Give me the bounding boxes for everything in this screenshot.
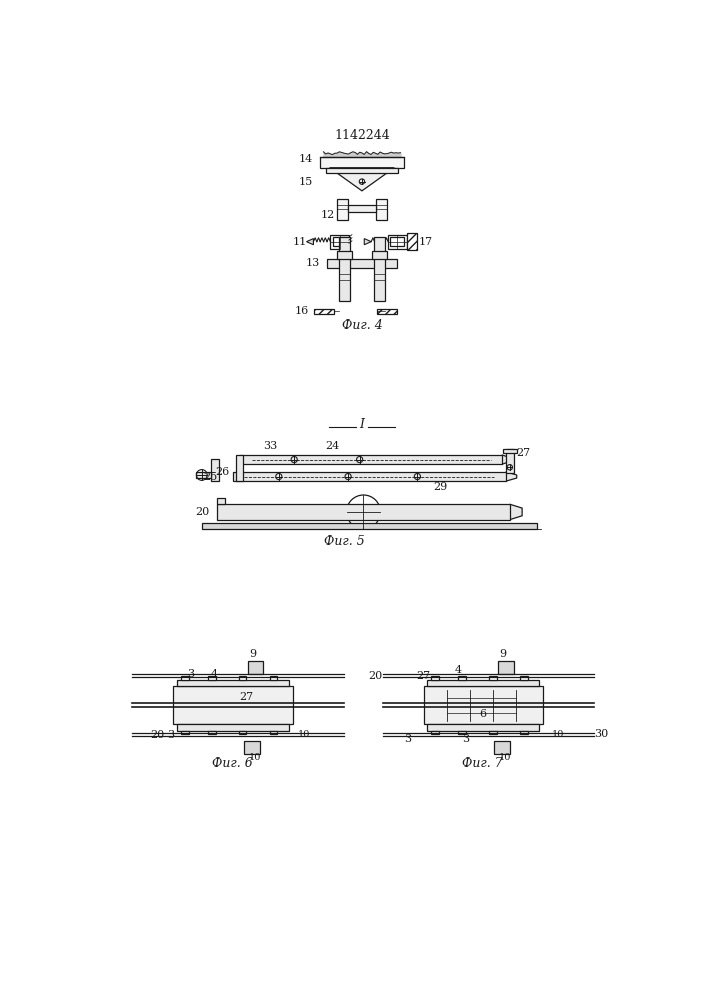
Text: I: I — [359, 418, 364, 431]
Bar — [458, 731, 466, 734]
Text: 4: 4 — [455, 665, 462, 675]
Bar — [239, 676, 247, 680]
Text: Фиг. 7: Фиг. 7 — [462, 757, 503, 770]
Bar — [520, 731, 527, 734]
Text: 27: 27 — [416, 671, 430, 681]
Bar — [337, 199, 348, 220]
Text: 16: 16 — [294, 306, 308, 316]
Bar — [489, 676, 497, 680]
Text: 1142244: 1142244 — [334, 129, 390, 142]
Bar — [233, 472, 506, 481]
Text: 14: 14 — [299, 154, 313, 164]
Polygon shape — [506, 472, 517, 481]
Text: 10: 10 — [298, 730, 310, 739]
Bar — [217, 498, 225, 504]
Text: 27: 27 — [239, 692, 253, 702]
Bar — [390, 237, 404, 246]
Bar — [378, 309, 397, 314]
Text: 20: 20 — [368, 671, 382, 681]
Bar — [458, 676, 466, 680]
Text: Фиг. 5: Фиг. 5 — [324, 535, 365, 548]
Text: 26: 26 — [215, 467, 229, 477]
Text: 3: 3 — [167, 730, 174, 740]
Bar — [520, 676, 527, 680]
Bar — [236, 455, 243, 481]
Polygon shape — [329, 168, 395, 191]
Bar — [503, 449, 517, 453]
Bar — [494, 741, 510, 754]
Bar — [326, 168, 398, 173]
Bar — [208, 731, 216, 734]
Text: 10: 10 — [499, 753, 511, 762]
Bar — [428, 724, 539, 731]
Bar — [372, 251, 387, 259]
Text: 9: 9 — [249, 649, 256, 659]
Text: Фиг. 6: Фиг. 6 — [212, 757, 253, 770]
Bar — [269, 676, 277, 680]
Bar — [339, 237, 350, 301]
Text: 17: 17 — [419, 237, 433, 247]
Bar — [506, 449, 514, 473]
Bar — [333, 237, 346, 246]
Bar — [177, 680, 288, 686]
Bar — [201, 523, 537, 529]
Bar — [248, 661, 264, 674]
Text: 20: 20 — [150, 730, 165, 740]
Polygon shape — [364, 239, 371, 245]
Bar — [211, 459, 218, 481]
Circle shape — [200, 473, 204, 477]
Text: 25: 25 — [204, 472, 218, 482]
Bar — [314, 309, 334, 314]
Bar — [181, 731, 189, 734]
Bar — [431, 676, 439, 680]
Bar — [217, 504, 510, 520]
Polygon shape — [307, 239, 313, 245]
Text: 12: 12 — [320, 210, 334, 220]
Bar — [239, 731, 247, 734]
Bar — [348, 205, 376, 212]
Bar — [428, 680, 539, 686]
Bar — [423, 686, 543, 724]
Bar — [489, 731, 497, 734]
Bar — [208, 676, 216, 680]
Text: 3: 3 — [187, 669, 194, 679]
Bar — [196, 472, 211, 478]
Bar — [240, 455, 502, 464]
Text: 15: 15 — [299, 177, 313, 187]
Bar — [173, 686, 293, 724]
Bar — [244, 741, 259, 754]
Bar — [376, 199, 387, 220]
Text: 4: 4 — [210, 669, 217, 679]
Polygon shape — [510, 504, 522, 520]
Bar — [177, 724, 288, 731]
Text: 13: 13 — [305, 258, 320, 268]
Bar — [337, 251, 352, 259]
Bar — [320, 157, 404, 168]
Bar — [327, 259, 397, 268]
Bar — [388, 235, 407, 249]
Text: 3: 3 — [404, 734, 411, 744]
Text: 30: 30 — [595, 729, 609, 739]
Text: 24: 24 — [325, 441, 339, 451]
Text: Фиг. 4: Фиг. 4 — [341, 319, 382, 332]
Text: 27: 27 — [517, 448, 531, 458]
Text: 3: 3 — [462, 734, 469, 744]
Text: 11: 11 — [293, 237, 307, 247]
Bar — [330, 235, 349, 249]
Bar — [431, 731, 439, 734]
Text: 9: 9 — [499, 649, 506, 659]
Text: 10: 10 — [249, 753, 261, 762]
Bar — [181, 676, 189, 680]
Text: 6: 6 — [479, 709, 486, 719]
Bar — [374, 237, 385, 301]
Text: 33: 33 — [264, 441, 278, 451]
Bar — [498, 661, 514, 674]
Bar — [407, 233, 417, 250]
Text: 20: 20 — [196, 507, 210, 517]
Bar — [269, 731, 277, 734]
Text: 10: 10 — [552, 730, 564, 739]
Polygon shape — [502, 455, 511, 464]
Text: 29: 29 — [433, 482, 447, 492]
